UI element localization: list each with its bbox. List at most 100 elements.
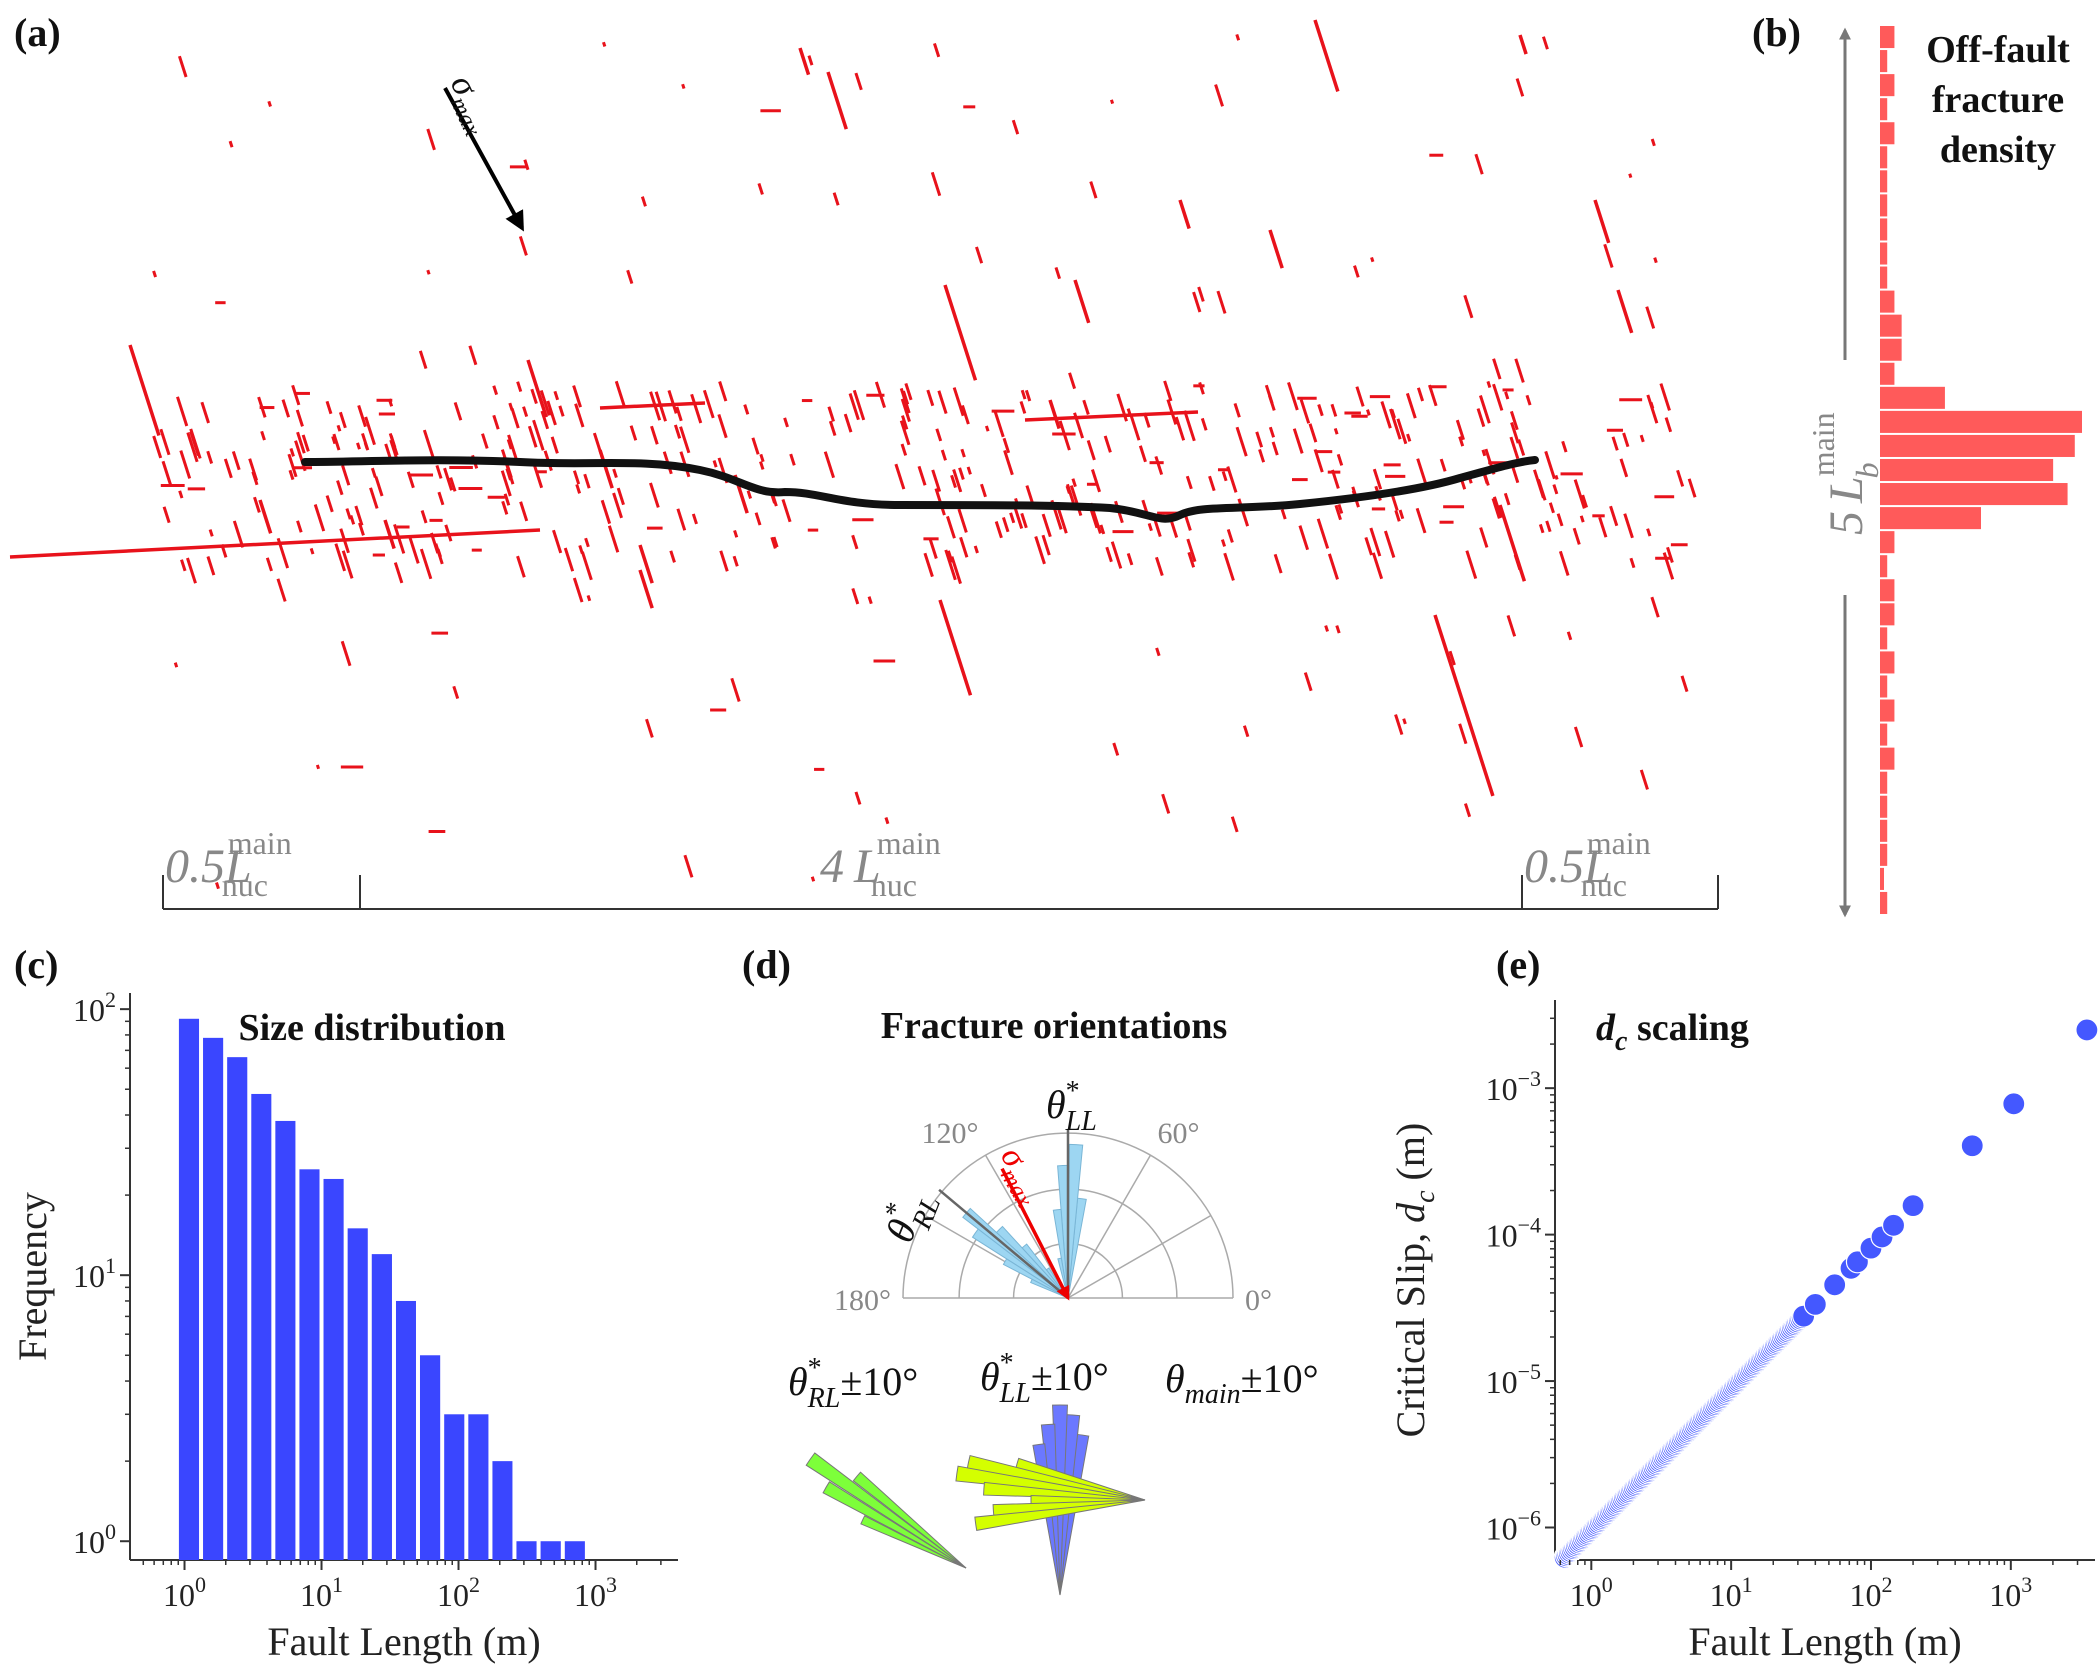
fracture <box>289 447 295 457</box>
fracture <box>1509 436 1520 460</box>
density-bar <box>1880 579 1895 602</box>
fracture <box>200 401 210 424</box>
density-bar <box>1880 795 1888 818</box>
fracture <box>408 537 420 564</box>
fracture <box>419 548 433 580</box>
density-bar <box>1880 507 1981 530</box>
density-scale-label: 5Lmain b <box>1805 412 1885 535</box>
long-fracture <box>1433 614 1495 797</box>
fracture <box>178 55 188 78</box>
fracture <box>1271 441 1279 456</box>
subrose-wedge <box>974 1499 1146 1532</box>
fracture <box>1554 474 1559 480</box>
fracture <box>552 529 563 554</box>
fracture <box>901 415 909 430</box>
fracture <box>937 390 948 415</box>
long-fracture <box>1268 229 1284 269</box>
size-distribution-plot: 100 101 102 103 100 101 102 Size distribution Fa… <box>10 987 678 1664</box>
histogram-bar <box>468 1414 489 1560</box>
fracture <box>338 411 347 429</box>
fracture <box>1390 408 1396 419</box>
fracture <box>1287 381 1299 411</box>
subrose-label-LL: θ* LL±10° <box>980 1348 1109 1409</box>
fracture <box>356 442 361 450</box>
fracture <box>1268 426 1276 438</box>
long-fracture <box>638 569 654 609</box>
fracture <box>645 718 654 738</box>
fracture <box>1034 536 1046 565</box>
fracture <box>1009 512 1016 524</box>
fracture <box>1163 380 1173 402</box>
fracture <box>418 350 428 370</box>
fracture <box>1003 449 1014 476</box>
fracture <box>1313 448 1324 473</box>
long-fracture <box>826 71 848 130</box>
fracture <box>572 577 584 603</box>
fracture <box>357 404 367 428</box>
fracture <box>523 159 530 171</box>
density-bar <box>1880 819 1888 842</box>
fracture <box>1492 358 1502 380</box>
long-fracture <box>598 449 614 489</box>
fracture <box>387 398 394 407</box>
fracture <box>540 410 550 430</box>
fracture <box>550 436 559 454</box>
fracture <box>952 469 963 493</box>
fracture <box>667 390 678 414</box>
fracture <box>946 515 956 539</box>
fracture <box>179 450 192 479</box>
fracture <box>679 426 691 454</box>
dc-scaling-title: dc scaling <box>1596 1007 1749 1057</box>
x-axis-label: Fault Length (m) <box>1688 1619 1961 1664</box>
angle-label: 180° <box>834 1284 891 1317</box>
fracture <box>884 817 890 825</box>
long-fracture <box>1616 289 1634 334</box>
fracture <box>315 764 321 770</box>
fracture <box>1223 552 1235 581</box>
rose-spoke <box>1067 1154 1152 1299</box>
fracture <box>1216 290 1227 314</box>
fracture <box>931 469 942 493</box>
fracture <box>1483 474 1489 484</box>
panel-b-label: (b) <box>1752 10 1801 55</box>
orientation-rose: 0° 60° 120° 180° θ* LL θ*RL σmax θ* RL±10° θ* LL±10… <box>788 1076 1319 1596</box>
fracture <box>422 429 436 460</box>
scale-left-label: 0.5Lmain nuc <box>165 825 292 903</box>
fracture <box>1662 552 1675 580</box>
fracture <box>1147 523 1153 532</box>
fracture <box>253 496 261 513</box>
fracture <box>1090 469 1102 493</box>
panel-b-title-line3: density <box>1940 129 2056 171</box>
fracture <box>1628 173 1633 179</box>
fracture <box>1187 551 1196 568</box>
x-tick-label: 101 <box>1710 1572 1753 1613</box>
fracture <box>1545 520 1552 533</box>
fracture <box>1200 417 1208 431</box>
fracture <box>437 491 445 506</box>
fracture <box>1619 458 1629 478</box>
fracture <box>1687 478 1697 498</box>
fracture <box>558 405 565 417</box>
fracture <box>354 505 364 526</box>
fracture <box>1548 502 1555 514</box>
fracture <box>1230 816 1239 833</box>
main-fault-trace <box>301 456 1539 523</box>
density-bar <box>1880 290 1895 313</box>
fracture <box>832 192 840 206</box>
fracture <box>640 196 647 207</box>
sigma-max-direction <box>1000 1167 1070 1301</box>
fracture <box>530 388 538 405</box>
y-tick-label: 102 <box>73 987 116 1028</box>
fracture <box>1126 408 1132 415</box>
fracture <box>340 640 352 667</box>
fracture <box>506 439 513 450</box>
x-tick-label: 102 <box>1849 1572 1892 1613</box>
fracture <box>1105 546 1113 563</box>
fracture <box>1366 409 1371 416</box>
horizontal-fracture <box>1024 410 1199 422</box>
fracture <box>1308 423 1318 443</box>
fracture <box>527 425 538 448</box>
scale-right-label: 0.5Lmain nuc <box>1524 825 1651 903</box>
fracture <box>1233 402 1241 418</box>
subrose-LL <box>1032 1404 1090 1596</box>
